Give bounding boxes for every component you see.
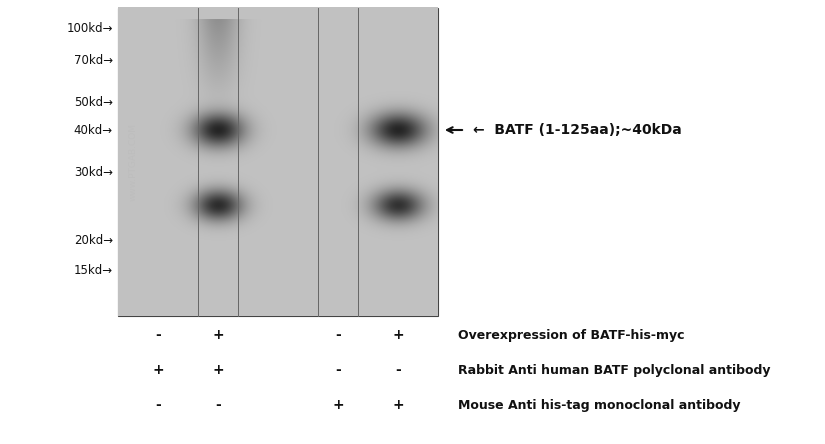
Text: -: -	[215, 398, 221, 412]
Text: -: -	[395, 363, 401, 377]
Bar	[118, 8, 438, 316]
Text: +: +	[392, 328, 403, 342]
Text: -: -	[335, 363, 341, 377]
Text: 30kd→: 30kd→	[74, 166, 113, 178]
Text: 100kd→: 100kd→	[67, 21, 113, 35]
Text: 20kd→: 20kd→	[74, 234, 113, 246]
Text: ←  BATF (1-125aa);~40kDa: ← BATF (1-125aa);~40kDa	[473, 123, 681, 137]
Text: +: +	[212, 363, 224, 377]
Text: Mouse Anti his-tag monoclonal antibody: Mouse Anti his-tag monoclonal antibody	[458, 399, 741, 412]
Text: www.PTGAB.COM: www.PTGAB.COM	[129, 123, 138, 201]
Text: 15kd→: 15kd→	[74, 263, 113, 277]
Text: +: +	[392, 398, 403, 412]
Text: 70kd→: 70kd→	[74, 53, 113, 67]
Text: -: -	[335, 328, 341, 342]
Text: +: +	[152, 363, 164, 377]
Text: +: +	[212, 328, 224, 342]
Text: Overexpression of BATF-his-myc: Overexpression of BATF-his-myc	[458, 329, 685, 341]
Text: Rabbit Anti human BATF polyclonal antibody: Rabbit Anti human BATF polyclonal antibo…	[458, 364, 771, 377]
Text: -: -	[155, 328, 161, 342]
Text: 50kd→: 50kd→	[74, 95, 113, 108]
Text: 40kd→: 40kd→	[74, 123, 113, 136]
Text: -: -	[155, 398, 161, 412]
Text: +: +	[332, 398, 344, 412]
